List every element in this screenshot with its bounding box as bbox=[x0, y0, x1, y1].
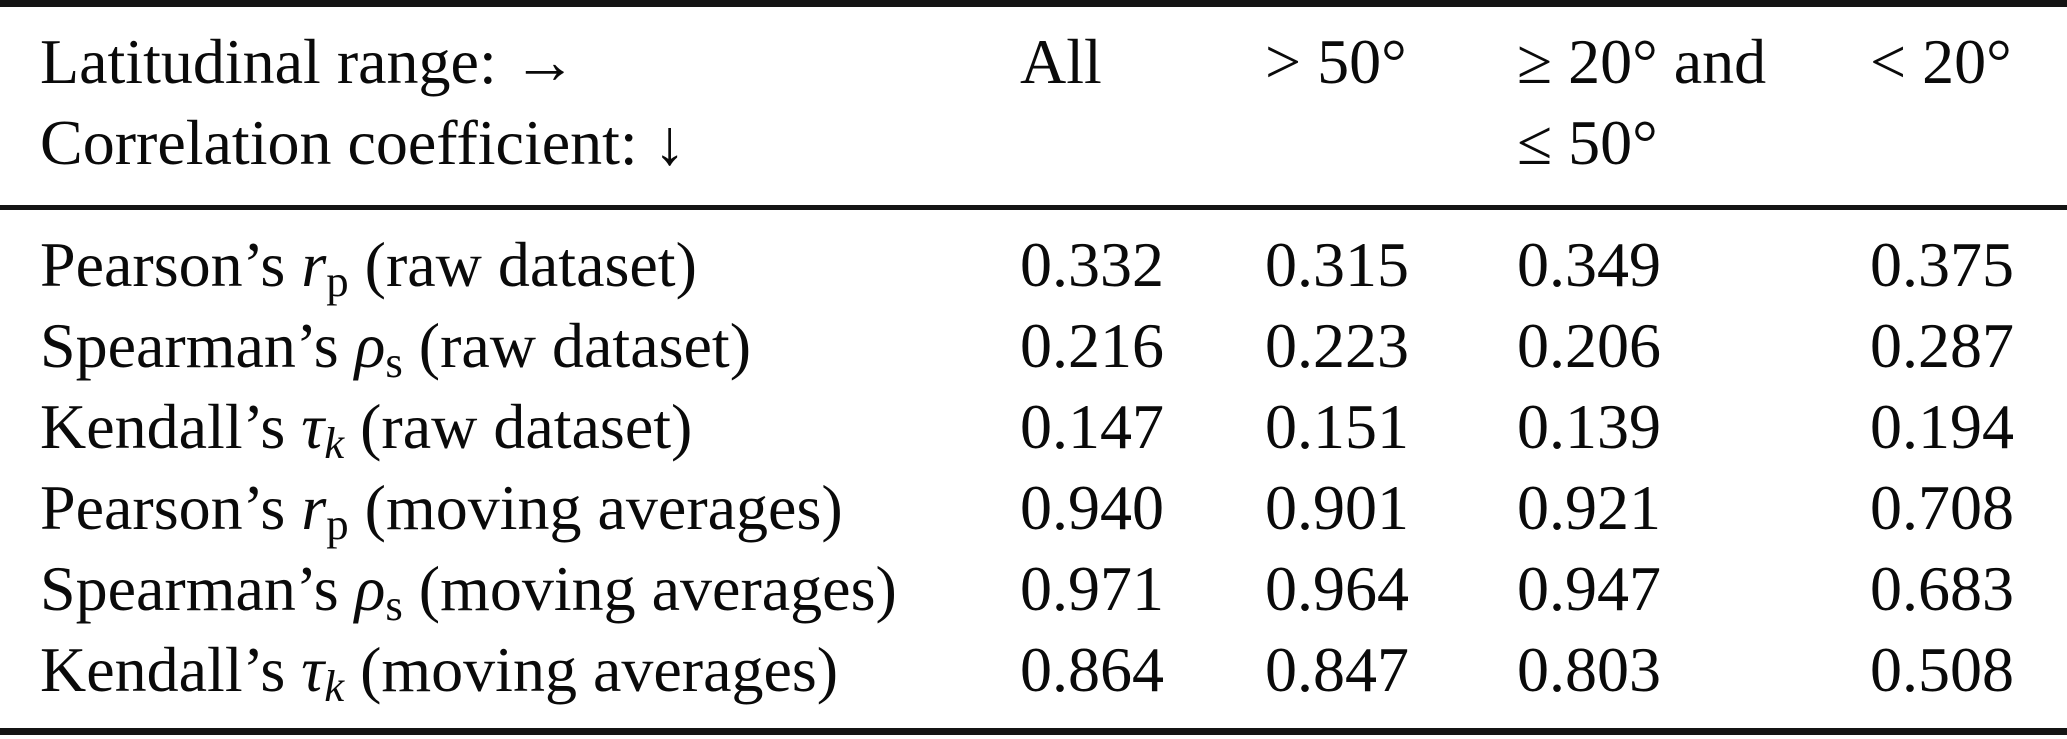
value-cell: 0.332 bbox=[1020, 229, 1164, 300]
value-cell: 0.375 bbox=[1870, 229, 2014, 300]
table-header: Latitudinal range: → Correlation coeffic… bbox=[0, 7, 2067, 183]
row-label-prefix: Pearson’s bbox=[40, 472, 302, 543]
row-label-symbol: ρ bbox=[354, 310, 386, 381]
table-top-rule bbox=[0, 0, 2067, 7]
value-cell: 0.964 bbox=[1265, 553, 1409, 624]
value-cell: 0.971 bbox=[1020, 553, 1164, 624]
value-cell: 0.139 bbox=[1517, 391, 1661, 462]
table-body: Pearson’s rp (raw dataset) 0.332 0.315 0… bbox=[0, 210, 2067, 710]
value-cell: 0.864 bbox=[1020, 634, 1164, 705]
value-cell: 0.921 bbox=[1517, 472, 1661, 543]
value-cell: 0.223 bbox=[1265, 310, 1409, 381]
value-cell: 0.151 bbox=[1265, 391, 1409, 462]
column-header-lt20: < 20° bbox=[1870, 26, 2012, 97]
row-label-subscript: p bbox=[326, 255, 349, 306]
row-label-subscript: k bbox=[324, 660, 345, 711]
row-label-symbol: r bbox=[301, 472, 327, 543]
row-label-prefix: Spearman’s bbox=[40, 553, 355, 624]
header-axis-labels: Latitudinal range: → Correlation coeffic… bbox=[40, 21, 1020, 183]
value-cell: 0.708 bbox=[1870, 472, 2014, 543]
value-cell: 0.287 bbox=[1870, 310, 2014, 381]
row-label: Spearman’s ρs (raw dataset) bbox=[40, 305, 1020, 386]
row-label-prefix: Pearson’s bbox=[40, 229, 302, 300]
value-cell: 0.315 bbox=[1265, 229, 1409, 300]
row-label-prefix: Kendall’s bbox=[40, 391, 302, 462]
value-cell: 0.940 bbox=[1020, 472, 1164, 543]
value-cell: 0.947 bbox=[1517, 553, 1661, 624]
value-cell: 0.901 bbox=[1265, 472, 1409, 543]
row-label-prefix: Kendall’s bbox=[40, 634, 302, 705]
table-bottom-rule bbox=[0, 728, 2067, 735]
row-label-suffix: (raw dataset) bbox=[348, 229, 697, 300]
value-cell: 0.147 bbox=[1020, 391, 1164, 462]
row-label: Spearman’s ρs (moving averages) bbox=[40, 548, 1020, 629]
row-label-suffix: (raw dataset) bbox=[402, 310, 751, 381]
row-label: Kendall’s τk (moving averages) bbox=[40, 629, 1020, 710]
column-header-gt50: > 50° bbox=[1265, 26, 1407, 97]
value-cell: 0.206 bbox=[1517, 310, 1661, 381]
row-label-subscript: k bbox=[324, 417, 345, 468]
header-row-axis-label: Latitudinal range: → bbox=[40, 26, 577, 97]
value-cell: 0.349 bbox=[1517, 229, 1661, 300]
value-cell: 0.216 bbox=[1020, 310, 1164, 381]
row-label-suffix: (moving averages) bbox=[348, 472, 843, 543]
value-cell: 0.803 bbox=[1517, 634, 1661, 705]
row-label-symbol: ρ bbox=[354, 553, 386, 624]
row-label-subscript: s bbox=[385, 336, 403, 387]
header-col-axis-label: Correlation coefficient: ↓ bbox=[40, 107, 686, 178]
row-label-suffix: (moving averages) bbox=[344, 634, 839, 705]
column-header-20to50: ≥ 20° and ≤ 50° bbox=[1517, 26, 1767, 178]
row-label: Pearson’s rp (moving averages) bbox=[40, 467, 1020, 548]
value-cell: 0.683 bbox=[1870, 553, 2014, 624]
row-label-symbol: τ bbox=[301, 634, 325, 705]
table-mid-rule bbox=[0, 205, 2067, 210]
row-label-prefix: Spearman’s bbox=[40, 310, 355, 381]
row-label-suffix: (moving averages) bbox=[402, 553, 897, 624]
row-label-suffix: (raw dataset) bbox=[344, 391, 693, 462]
column-header-all: All bbox=[1020, 26, 1102, 97]
value-cell: 0.508 bbox=[1870, 634, 2014, 705]
row-label-symbol: r bbox=[301, 229, 327, 300]
row-label: Kendall’s τk (raw dataset) bbox=[40, 386, 1020, 467]
row-label-subscript: s bbox=[385, 579, 403, 630]
row-label: Pearson’s rp (raw dataset) bbox=[40, 224, 1020, 305]
row-label-subscript: p bbox=[326, 498, 349, 549]
value-cell: 0.847 bbox=[1265, 634, 1409, 705]
value-cell: 0.194 bbox=[1870, 391, 2014, 462]
row-label-symbol: τ bbox=[301, 391, 325, 462]
